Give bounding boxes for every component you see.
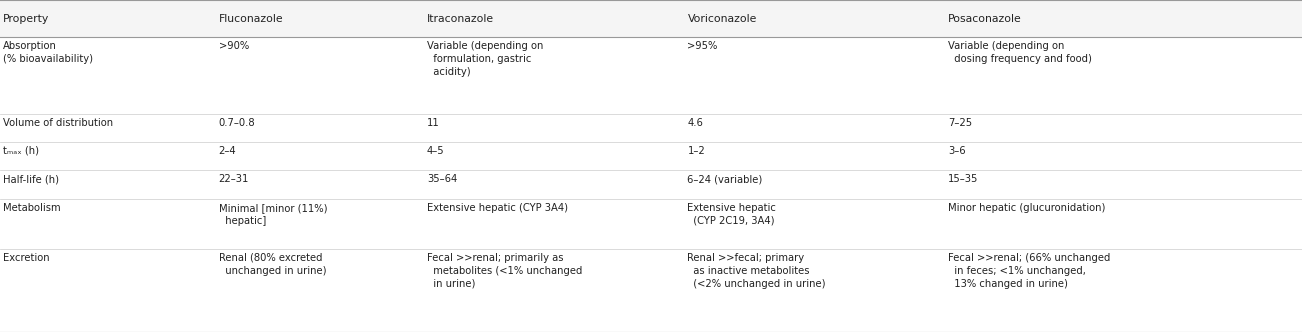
Text: tₘₐₓ (h): tₘₐₓ (h) — [3, 146, 39, 156]
Text: Voriconazole: Voriconazole — [687, 14, 756, 24]
Text: 6–24 (variable): 6–24 (variable) — [687, 174, 763, 184]
Text: Extensive hepatic
  (CYP 2C19, 3A4): Extensive hepatic (CYP 2C19, 3A4) — [687, 203, 776, 225]
Text: >90%: >90% — [219, 41, 249, 51]
Text: Renal (80% excreted
  unchanged in urine): Renal (80% excreted unchanged in urine) — [219, 253, 327, 276]
Text: Fluconazole: Fluconazole — [219, 14, 284, 24]
Text: Excretion: Excretion — [3, 253, 49, 263]
Text: Fecal >>renal; (66% unchanged
  in feces; <1% unchanged,
  13% changed in urine): Fecal >>renal; (66% unchanged in feces; … — [948, 253, 1111, 289]
Text: 4.6: 4.6 — [687, 118, 703, 127]
Text: Volume of distribution: Volume of distribution — [3, 118, 113, 127]
Text: Posaconazole: Posaconazole — [948, 14, 1022, 24]
Text: 11: 11 — [427, 118, 440, 127]
Text: 1–2: 1–2 — [687, 146, 706, 156]
Text: Renal >>fecal; primary
  as inactive metabolites
  (<2% unchanged in urine): Renal >>fecal; primary as inactive metab… — [687, 253, 825, 289]
Text: >95%: >95% — [687, 41, 717, 51]
Text: 4–5: 4–5 — [427, 146, 445, 156]
Text: 22–31: 22–31 — [219, 174, 249, 184]
Text: 35–64: 35–64 — [427, 174, 457, 184]
Text: Minor hepatic (glucuronidation): Minor hepatic (glucuronidation) — [948, 203, 1105, 213]
Text: 7–25: 7–25 — [948, 118, 973, 127]
Text: Variable (depending on
  formulation, gastric
  acidity): Variable (depending on formulation, gast… — [427, 41, 543, 77]
Text: Variable (depending on
  dosing frequency and food): Variable (depending on dosing frequency … — [948, 41, 1092, 64]
Text: 2–4: 2–4 — [219, 146, 237, 156]
Text: 0.7–0.8: 0.7–0.8 — [219, 118, 255, 127]
Bar — [0, 0, 1302, 37]
Text: Fecal >>renal; primarily as
  metabolites (<1% unchanged
  in urine): Fecal >>renal; primarily as metabolites … — [427, 253, 582, 289]
Text: Minimal [minor (11%)
  hepatic]: Minimal [minor (11%) hepatic] — [219, 203, 327, 225]
Text: Metabolism: Metabolism — [3, 203, 60, 213]
Text: Extensive hepatic (CYP 3A4): Extensive hepatic (CYP 3A4) — [427, 203, 568, 213]
Text: 15–35: 15–35 — [948, 174, 978, 184]
Text: Absorption
(% bioavailability): Absorption (% bioavailability) — [3, 41, 92, 64]
Text: 3–6: 3–6 — [948, 146, 966, 156]
Text: Half-life (h): Half-life (h) — [3, 174, 59, 184]
Text: Property: Property — [3, 14, 49, 24]
Text: Itraconazole: Itraconazole — [427, 14, 495, 24]
